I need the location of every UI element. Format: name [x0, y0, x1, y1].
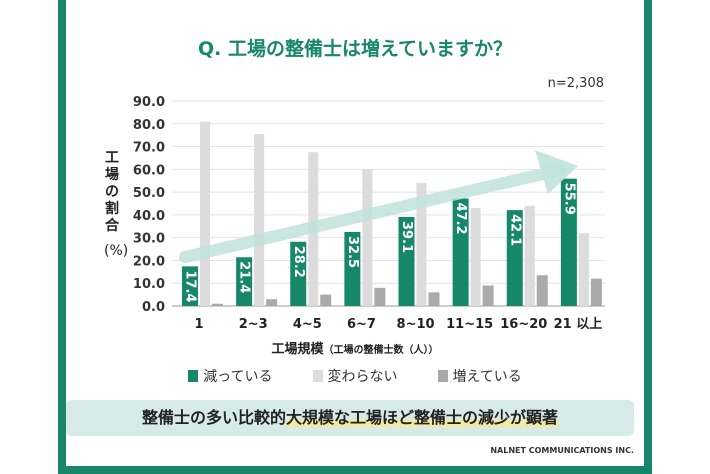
- legend-swatch: [188, 370, 199, 382]
- bar-1: [362, 169, 373, 306]
- legend-swatch: [312, 370, 323, 382]
- bar-1: [254, 134, 265, 306]
- legend-item-increasing: 増えている: [437, 366, 522, 386]
- legend-swatch: [437, 370, 448, 382]
- bar-2: [590, 278, 602, 306]
- y-tick-label: 50.0: [133, 186, 165, 201]
- x-axis-label: 工場規模（工場の整備士数（人））: [0, 338, 710, 357]
- conclusion-banner: 整備士の多い比較的大規模な工場ほど整備士の減少が顕著: [66, 400, 634, 436]
- bar-2: [320, 294, 332, 306]
- x-axis-subtitle: （工場の整備士数（人））: [323, 345, 439, 356]
- x-tick-label: 2~3: [239, 317, 268, 332]
- x-tick-label: 1: [195, 317, 204, 332]
- y-tick-label: 10.0: [133, 277, 165, 292]
- bar-1: [416, 183, 427, 306]
- bar-2: [536, 275, 548, 306]
- y-tick-label: 80.0: [133, 118, 165, 133]
- bar-2: [374, 287, 386, 306]
- bar-0: [452, 198, 469, 306]
- bar-1: [200, 121, 210, 306]
- y-tick-label: 30.0: [133, 232, 165, 247]
- y-tick-label: 20.0: [133, 254, 165, 269]
- legend-item-unchanged: 変わらない: [312, 366, 398, 386]
- bar-value-label: 28.2: [291, 246, 306, 278]
- bar-2: [266, 299, 278, 306]
- x-tick-label: 21 以上: [554, 317, 603, 332]
- trend-arrow-shaft: [179, 164, 566, 263]
- bar-0: [398, 216, 415, 306]
- y-tick-label: 70.0: [133, 141, 165, 156]
- x-tick-label: 6~7: [347, 317, 376, 332]
- bar-2: [212, 303, 223, 306]
- banner-highlight: 大規模な工場ほど整備士の減少が顕著: [286, 408, 559, 427]
- bar-2: [482, 285, 494, 306]
- x-axis-title: 工場規模: [271, 342, 324, 357]
- bar-value-label: 55.9: [561, 183, 576, 215]
- bar-value-label: 17.4: [183, 270, 198, 302]
- bar-value-label: 47.2: [453, 202, 468, 234]
- bar-value-label: 42.1: [507, 214, 522, 246]
- bar-0: [560, 178, 577, 306]
- sample-size: n=2,308: [547, 76, 604, 91]
- bar-value-label: 32.5: [345, 236, 360, 268]
- bar-0: [182, 266, 198, 306]
- trend-arrow-head: [535, 150, 578, 194]
- x-tick-label: 8~10: [397, 317, 435, 332]
- banner-text: 整備士の多い比較的: [141, 408, 286, 427]
- legend-item-decreasing: 減っている: [188, 366, 273, 386]
- bar-1: [470, 208, 481, 306]
- bar-value-label: 39.1: [399, 221, 414, 253]
- y-axis-title: 工場の割合: [105, 150, 119, 234]
- bar-1: [578, 233, 589, 306]
- x-tick-label: 16~20: [500, 317, 547, 332]
- legend-label: 減っている: [203, 369, 273, 385]
- x-tick-label: 4~5: [293, 317, 322, 332]
- y-tick-label: 40.0: [133, 209, 165, 224]
- legend: 減っている 変わらない 増えている: [0, 366, 710, 386]
- bar-0: [344, 231, 361, 306]
- bar-0: [236, 257, 253, 306]
- y-tick-label: 60.0: [133, 163, 165, 178]
- bar-0: [506, 210, 523, 306]
- credit: NALNET COMMUNICATIONS INC.: [490, 446, 634, 455]
- bar-value-label: 21.4: [237, 261, 252, 293]
- legend-label: 変わらない: [327, 369, 398, 385]
- chart-title: Q. 工場の整備士は増えていますか？: [197, 38, 513, 60]
- bar-0: [290, 241, 307, 306]
- y-tick-label: 90.0: [133, 95, 165, 110]
- y-tick-label: 0.0: [142, 300, 165, 315]
- bar-1: [524, 205, 535, 306]
- bar-2: [428, 292, 440, 306]
- x-tick-label: 11~15: [446, 317, 493, 332]
- legend-label: 増えている: [452, 369, 522, 385]
